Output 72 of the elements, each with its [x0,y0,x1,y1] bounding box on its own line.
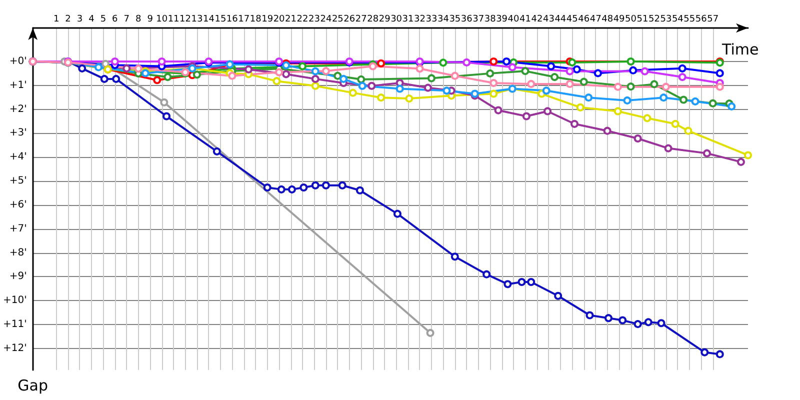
x-tick-label: 13 [191,14,203,24]
y-tick-label: +3' [9,128,27,139]
x-tick-label: 23 [308,14,320,24]
x-tick-label: 33 [426,14,438,24]
x-tick-label: 5 [100,14,106,24]
y-axis-title: Gap [18,376,48,394]
x-tick-label: 7 [124,14,130,24]
x-tick-label: 10 [156,14,168,24]
x-tick-label: 2 [65,14,71,24]
y-tick-label: +4' [9,152,27,163]
x-tick-label: 3 [76,14,83,24]
y-tick-label: +10' [2,295,27,306]
x-tick-label: 19 [262,14,274,24]
x-tick-label: 44 [554,14,566,24]
y-tick-label: +1' [9,80,27,91]
x-tick-label: 18 [250,14,262,24]
x-tick-label: 35 [449,14,461,24]
x-tick-label: 28 [367,14,379,24]
x-axis-title: Time [721,40,759,58]
y-tick-label: +5' [9,176,27,187]
x-tick-label: 38 [484,14,496,24]
x-tick-label: 32 [414,14,426,24]
x-tick-label: 45 [566,14,578,24]
x-tick-label: 43 [542,14,554,24]
x-tick-label: 52 [648,14,660,24]
x-tick-label: 6 [112,14,118,24]
x-tick-label: 12 [180,14,191,24]
x-tick-label: 31 [402,14,414,24]
y-tick-label: +6' [9,199,27,210]
y-tick-label: +12' [2,342,27,354]
x-tick-label: 27 [355,14,367,24]
x-tick-label: 1 [53,14,60,24]
x-tick-label: 46 [578,14,590,24]
x-tick-label: 36 [460,14,473,24]
x-tick-label: 42 [531,14,543,24]
x-tick-label: 54 [672,14,684,24]
x-tick-label: 49 [613,14,626,24]
y-tick-label: +11' [2,319,27,330]
x-tick-label: 30 [390,14,402,24]
x-tick-label: 26 [344,14,356,24]
x-tick-label: 29 [378,14,391,24]
x-tick-label: 56 [695,14,708,24]
x-tick-label: 48 [602,14,614,24]
x-tick-label: 24 [320,14,332,24]
x-tick-label: 41 [520,14,531,24]
y-tick-label: +0' [9,56,27,67]
y-tick-label: +7' [9,223,27,234]
x-tick-label: 15 [214,14,226,24]
x-tick-label: 8 [136,14,142,24]
x-tick-label: 25 [332,14,344,24]
x-tick-label: 16 [226,14,238,24]
y-tick-label: +8' [9,247,27,258]
x-tick-label: 34 [437,14,450,24]
x-tick-label: 20 [273,14,286,24]
x-tick-label: 11 [168,14,180,24]
y-tick-label: +9' [9,271,27,282]
x-tick-label: 21 [285,14,296,24]
x-tick-label: 37 [472,14,484,24]
x-tick-label: 22 [296,14,308,24]
x-tick-label: 39 [496,14,508,24]
x-tick-label: 55 [684,14,696,24]
x-tick-label: 53 [660,14,672,24]
x-tick-label: 51 [636,14,648,24]
y-tick-label: +2' [9,104,27,115]
x-tick-label: 17 [238,14,250,24]
x-tick-label: 40 [508,14,520,24]
x-tick-label: 14 [202,14,215,24]
x-tick-label: 4 [88,14,95,24]
x-tick-label: 50 [625,14,637,24]
x-tick-label: 47 [590,14,602,24]
x-tick-label: 9 [147,14,154,24]
x-tick-label: 57 [707,14,719,24]
